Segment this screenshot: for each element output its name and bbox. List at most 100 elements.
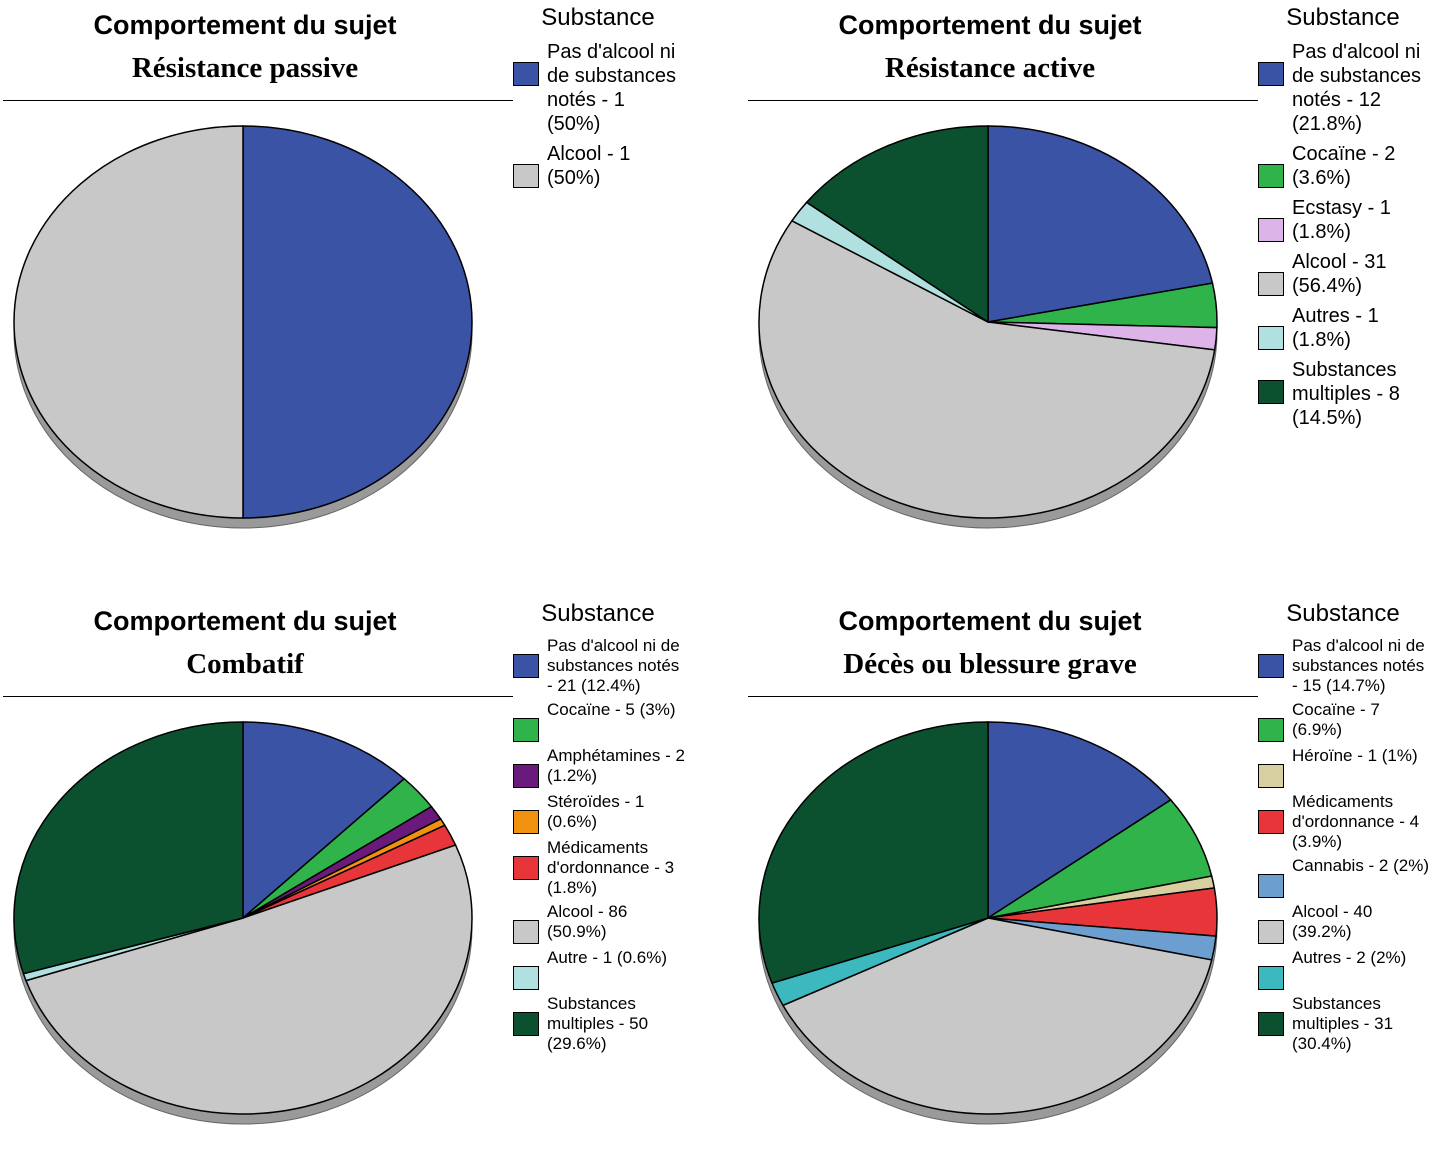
legend-label: Cannabis - 2 (2%)	[1292, 856, 1430, 875]
legend-item: Alcool - 86 (50.9%)	[513, 902, 693, 944]
legend-title: Substance	[1286, 600, 1400, 627]
chart-title: Comportement du sujet	[93, 606, 397, 636]
legend-swatch	[513, 164, 539, 188]
title-rule	[748, 100, 1258, 101]
legend-item: Cocaïne - 7 (6.9%)	[1258, 700, 1438, 742]
legend-item: Autre - 1 (0.6%)	[513, 948, 693, 990]
legend-item: Substances multiples - 50 (29.6%)	[513, 994, 693, 1054]
legend-item: Pas d'alcool ni de substances notés - 12…	[1258, 40, 1438, 136]
legend-item: Stéroïdes - 1 (0.6%)	[513, 792, 693, 834]
legend-label: Médicaments d'ordonnance - 4 (3.9%)	[1292, 792, 1420, 851]
legend-swatch	[1258, 62, 1284, 86]
legend-swatch	[513, 810, 539, 834]
chart-panel: Comportement du sujet Décès ou blessure g…	[745, 596, 1448, 1158]
legend-label: Cocaïne - 2 (3.6%)	[1292, 143, 1396, 189]
pie-slice	[13, 125, 244, 519]
pie-slice	[758, 721, 989, 985]
chart-subtitle: Résistance active	[884, 52, 1096, 84]
chart-title: Comportement du sujet	[838, 10, 1142, 40]
legend-swatch	[513, 966, 539, 990]
legend-item: Pas d'alcool ni de substances notés - 15…	[1258, 636, 1438, 696]
legend-swatch	[513, 62, 539, 86]
legend-label: Amphétamines - 2 (1.2%)	[547, 746, 685, 785]
legend-swatch	[513, 856, 539, 880]
legend-label: Ecstasy - 1 (1.8%)	[1292, 197, 1391, 243]
legend-label: Alcool - 31 (56.4%)	[1292, 251, 1387, 297]
legend-label: Cocaïne - 5 (3%)	[547, 700, 676, 719]
legend-label: Substances multiples - 50 (29.6%)	[547, 994, 649, 1053]
pie-chart	[13, 125, 473, 529]
chart-title: Comportement du sujet	[93, 10, 397, 40]
legend-item: Alcool - 31 (56.4%)	[1258, 250, 1438, 298]
pie-chart	[758, 125, 1218, 529]
legend-label: Pas d'alcool ni de substances notés - 21…	[547, 636, 680, 695]
title-rule	[3, 696, 513, 697]
legend-label: Autres - 2 (2%)	[1292, 948, 1407, 967]
legend-label: Alcool - 40 (39.2%)	[1292, 902, 1373, 941]
legend-label: Alcool - 86 (50.9%)	[547, 902, 628, 941]
legend-item: Substances multiples - 31 (30.4%)	[1258, 994, 1438, 1054]
legend-label: Alcool - 1 (50%)	[547, 143, 631, 189]
legend-swatch	[1258, 810, 1284, 834]
legend-label: Pas d'alcool ni de substances notés - 15…	[1292, 636, 1425, 695]
legend-swatch	[1258, 874, 1284, 898]
legend-swatch	[513, 764, 539, 788]
pie-slice	[758, 219, 1216, 519]
legend-swatch	[1258, 272, 1284, 296]
legend-item: Ecstasy - 1 (1.8%)	[1258, 196, 1438, 244]
legend-swatch	[513, 654, 539, 678]
legend-swatch	[513, 718, 539, 742]
legend-label: Autres - 1 (1.8%)	[1292, 305, 1379, 351]
legend-label: Substances multiples - 8 (14.5%)	[1292, 359, 1400, 429]
legend-label: Pas d'alcool ni de substances notés - 12…	[1292, 41, 1421, 135]
legend-item: Cocaïne - 2 (3.6%)	[1258, 142, 1438, 190]
legend-swatch	[1258, 764, 1284, 788]
legend-item: Autres - 2 (2%)	[1258, 948, 1438, 990]
legend-swatch	[513, 920, 539, 944]
page: Comportement du sujet Résistance passive S…	[0, 0, 1448, 1125]
legend-label: Héroïne - 1 (1%)	[1292, 746, 1418, 765]
pie-chart	[758, 721, 1218, 1125]
legend-swatch	[1258, 654, 1284, 678]
pie-slice	[987, 125, 1214, 323]
legend-swatch	[513, 1012, 539, 1036]
legend-item: Héroïne - 1 (1%)	[1258, 746, 1438, 788]
chart-panel: Comportement du sujet Résistance active Su…	[745, 0, 1448, 562]
pie-slice	[987, 721, 1172, 920]
legend-label: Pas d'alcool ni de substances notés - 1 …	[547, 41, 676, 135]
chart-title: Comportement du sujet	[838, 606, 1142, 636]
legend-label: Autre - 1 (0.6%)	[547, 948, 667, 967]
legend: Substance Pas d'alcool ni de substances n…	[1258, 4, 1438, 436]
legend: Substance Pas d'alcool ni de substances n…	[513, 4, 693, 196]
legend-swatch	[1258, 218, 1284, 242]
chart-subtitle: Résistance passive	[131, 52, 359, 84]
legend-swatch	[1258, 1012, 1284, 1036]
pie-slice	[242, 125, 473, 519]
legend-title: Substance	[1286, 4, 1400, 31]
legend-item: Pas d'alcool ni de substances notés - 21…	[513, 636, 693, 696]
legend-swatch	[1258, 326, 1284, 350]
legend-swatch	[1258, 164, 1284, 188]
legend-label: Cocaïne - 7 (6.9%)	[1292, 700, 1380, 739]
legend-item: Alcool - 40 (39.2%)	[1258, 902, 1438, 944]
chart-panel: Comportement du sujet Combatif Substance Pa…	[0, 596, 724, 1158]
legend-swatch	[1258, 966, 1284, 990]
legend-label: Stéroïdes - 1 (0.6%)	[547, 792, 645, 831]
legend-item: Médicaments d'ordonnance - 3 (1.8%)	[513, 838, 693, 898]
title-rule	[748, 696, 1258, 697]
legend-item: Cocaïne - 5 (3%)	[513, 700, 693, 742]
legend-item: Pas d'alcool ni de substances notés - 1 …	[513, 40, 693, 136]
legend-item: Amphétamines - 2 (1.2%)	[513, 746, 693, 788]
legend-swatch	[1258, 380, 1284, 404]
legend: Substance Pas d'alcool ni de substances n…	[513, 600, 693, 1058]
chart-subtitle: Décès ou blessure grave	[843, 648, 1137, 680]
title-rule	[3, 100, 513, 101]
legend-label: Médicaments d'ordonnance - 3 (1.8%)	[547, 838, 675, 897]
legend-item: Médicaments d'ordonnance - 4 (3.9%)	[1258, 792, 1438, 852]
legend-item: Alcool - 1 (50%)	[513, 142, 693, 190]
legend-title: Substance	[541, 4, 655, 31]
chart-panel: Comportement du sujet Résistance passive S…	[0, 0, 724, 562]
pie-slice	[25, 844, 473, 1115]
pie-slice	[242, 721, 406, 920]
chart-subtitle: Combatif	[186, 648, 304, 680]
